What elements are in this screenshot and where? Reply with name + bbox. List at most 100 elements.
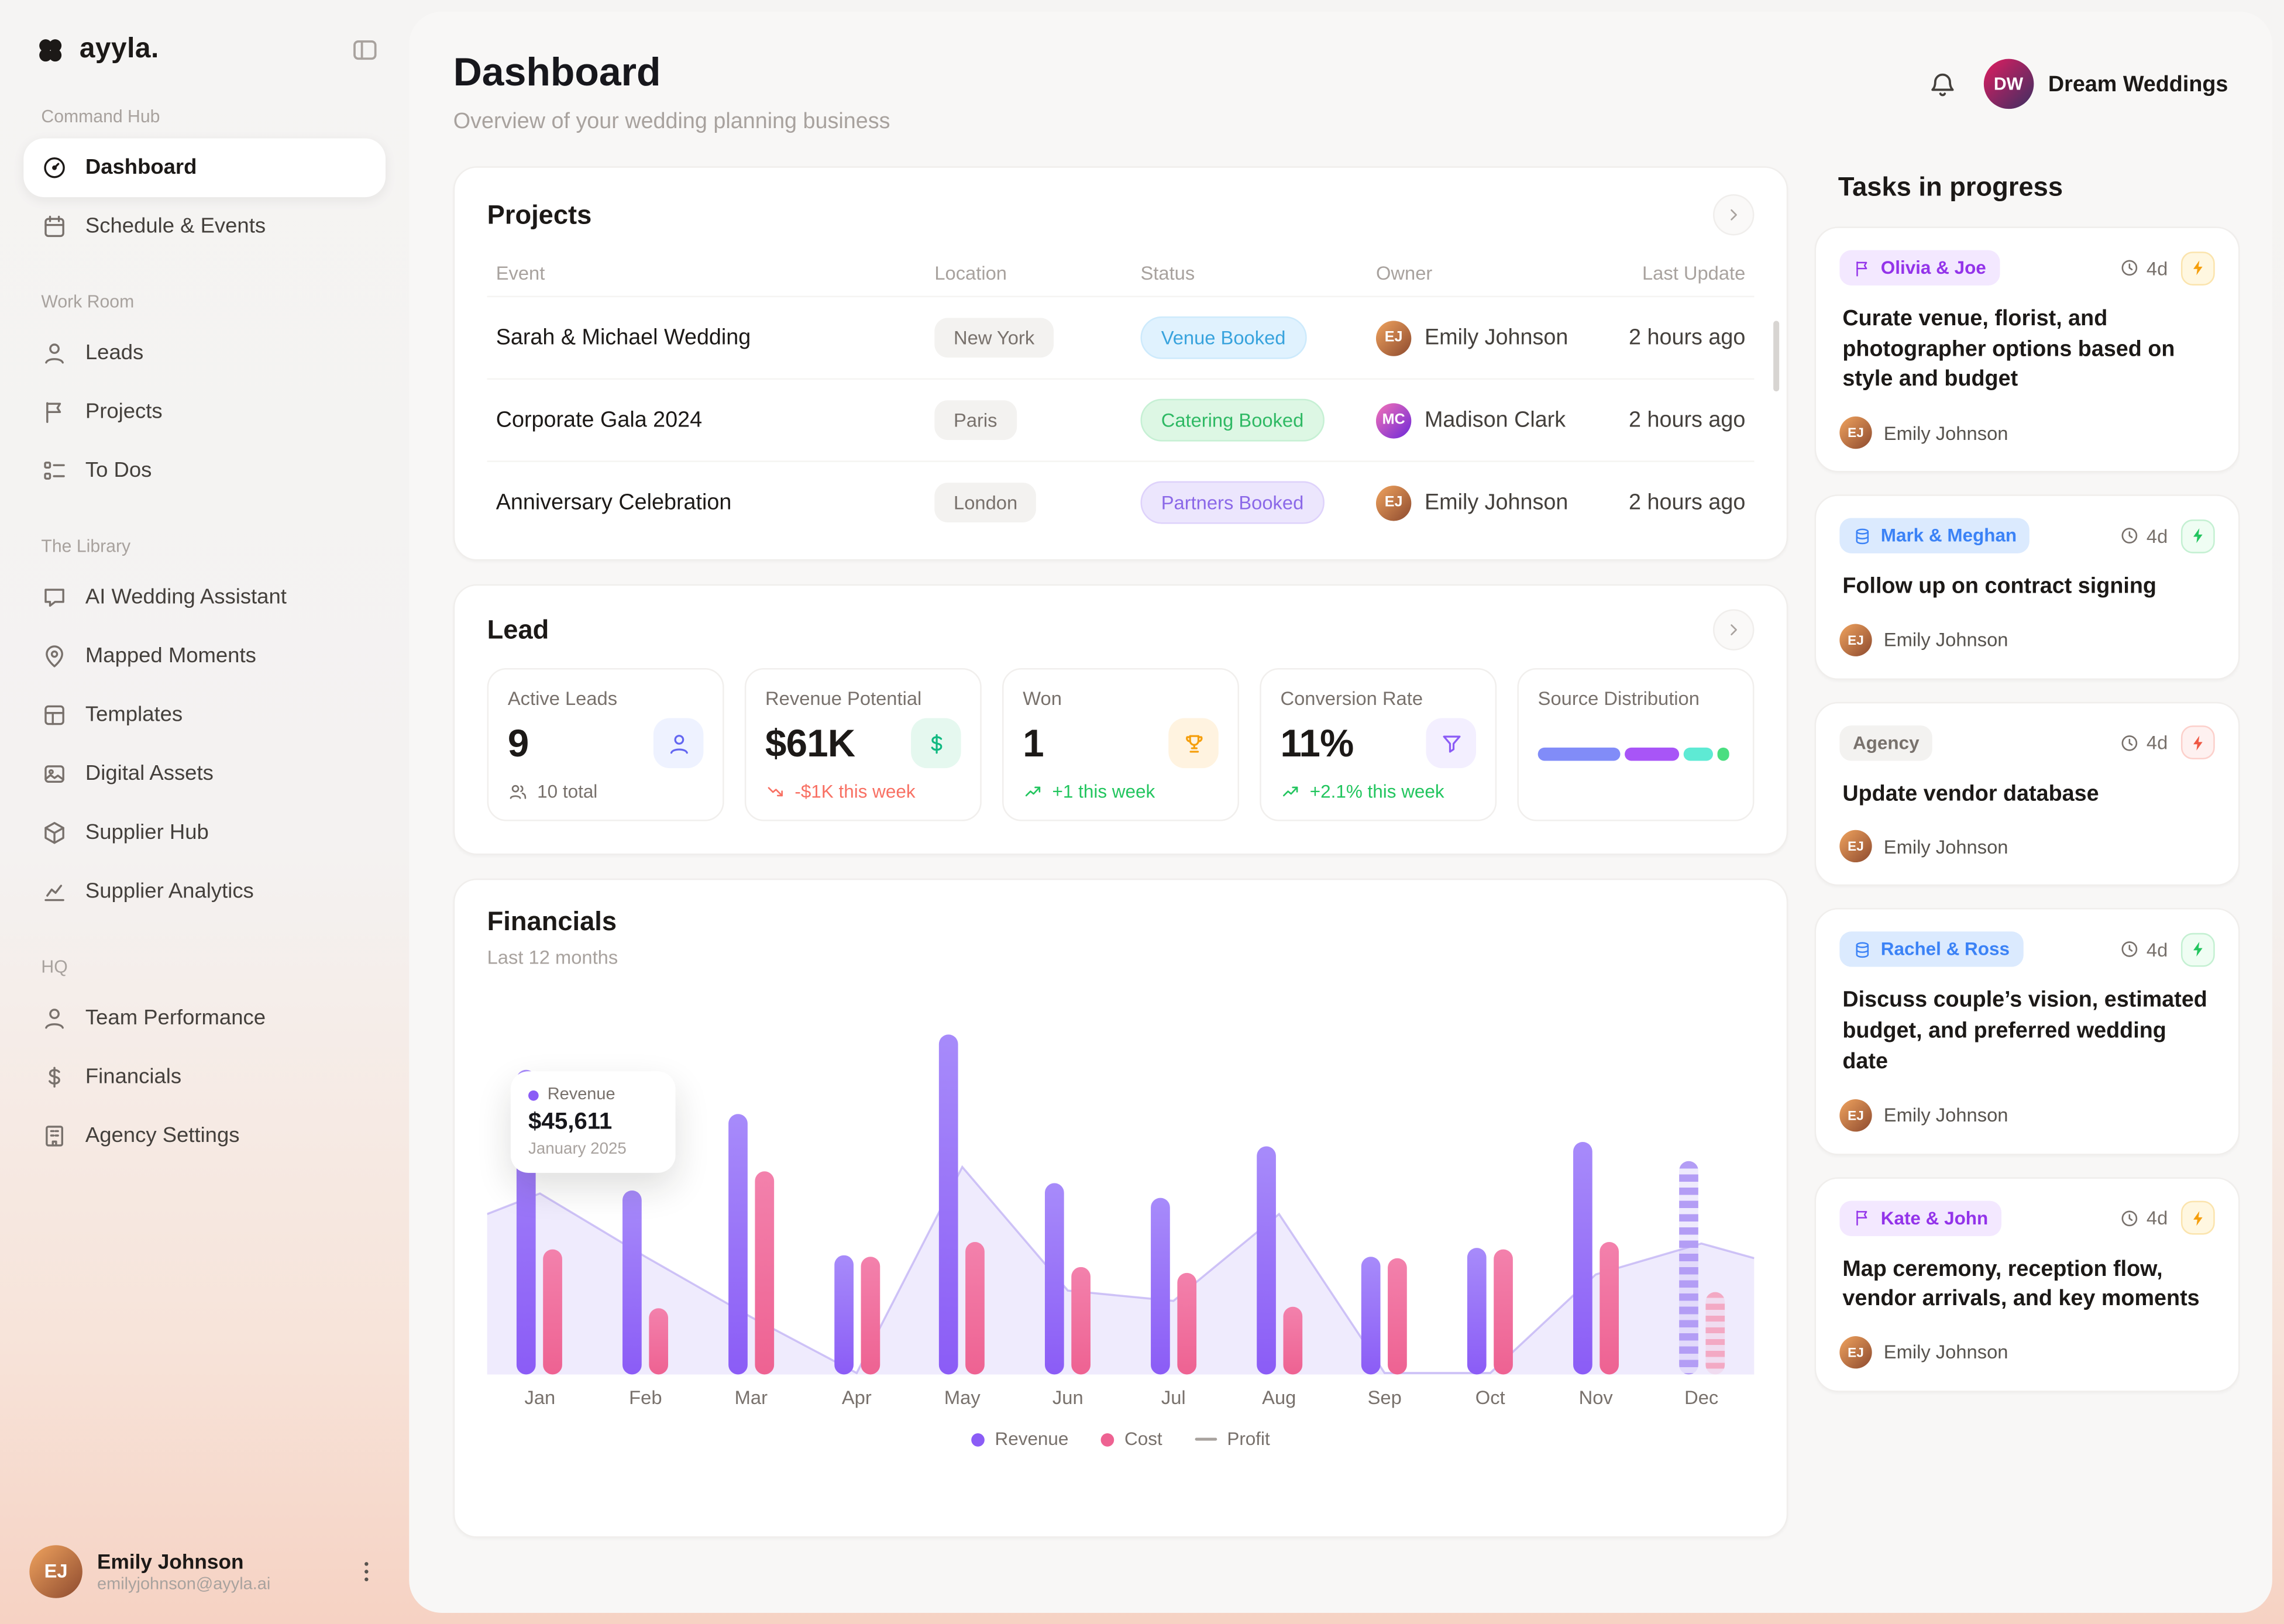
projects-expand-button[interactable] — [1713, 194, 1755, 236]
task-assignee-name: Emily Johnson — [1883, 628, 2008, 651]
stat-tile-revenue-potential: Revenue Potential $61K -$1K this week — [744, 668, 982, 821]
user-icon — [41, 340, 67, 366]
sidebar-item-team-performance[interactable]: Team Performance — [23, 989, 386, 1048]
location-chip: New York — [934, 318, 1054, 358]
sidebar-item-label: Templates — [85, 703, 183, 727]
table-row[interactable]: Sarah & Michael Wedding New York Venue Boo… — [487, 295, 1755, 379]
revenue-bar — [1361, 1257, 1381, 1375]
checklist-icon — [41, 457, 67, 484]
tooltip-period: January 2025 — [528, 1140, 627, 1158]
stat-tile-source-distribution: Source Distribution — [1517, 668, 1755, 821]
month-label: Oct — [1475, 1386, 1505, 1409]
avatar: EJ — [1839, 1098, 1872, 1131]
owner-name: Emily Johnson — [1424, 325, 1568, 350]
bar-group-jan[interactable] — [487, 1007, 593, 1375]
clock-icon — [2118, 1207, 2139, 1228]
revenue-dot-icon — [971, 1432, 985, 1446]
bar-group-jul[interactable] — [1121, 1007, 1226, 1375]
user-menu-icon[interactable] — [353, 1558, 380, 1584]
funnel-icon — [1439, 731, 1464, 756]
stat-label: Active Leads — [507, 687, 618, 710]
bar-group-oct[interactable] — [1437, 1007, 1543, 1375]
bolt-icon — [2189, 941, 2207, 958]
bar-group-sep[interactable] — [1332, 1007, 1437, 1375]
bar-group-nov[interactable] — [1543, 1007, 1648, 1375]
sidebar-item-projects[interactable]: Projects — [23, 383, 386, 442]
bar-group-aug[interactable] — [1226, 1007, 1332, 1375]
task-card[interactable]: Kate & John 4d Map ceremony, reception flo… — [1814, 1176, 2240, 1392]
cost-bar — [1599, 1242, 1619, 1375]
projects-scrollbar[interactable] — [1773, 321, 1780, 392]
avatar: EJ — [1839, 623, 1872, 656]
task-card[interactable]: Mark & Meghan 4d Follow up on contract sig… — [1814, 494, 2240, 680]
financials-subtitle: Last 12 months — [487, 946, 618, 969]
avatar: EJ — [29, 1544, 82, 1598]
task-due: 4d — [2146, 524, 2168, 547]
table-row[interactable]: Corporate Gala 2024 Paris Catering Booked M… — [487, 378, 1755, 460]
month-label: Jan — [524, 1386, 556, 1409]
lead-card: Lead Active Leads 9 10 total Revenue Potent… — [453, 584, 1788, 855]
task-due: 4d — [2146, 256, 2168, 279]
owner-name: Madison Clark — [1424, 407, 1566, 433]
user-name: Emily Johnson — [97, 1549, 244, 1573]
trophy-icon — [1181, 731, 1206, 756]
sidebar-item-agency-settings[interactable]: Agency Settings — [23, 1107, 386, 1166]
layers-icon — [1853, 940, 1872, 959]
brand-name: ayyla. — [79, 33, 159, 65]
sidebar-item-leads[interactable]: Leads — [23, 324, 386, 383]
stat-sub: 10 total — [537, 781, 598, 802]
bar-group-apr[interactable] — [804, 1007, 909, 1375]
cost-bar — [1071, 1267, 1091, 1375]
bolt-icon — [2189, 527, 2207, 545]
legend-label: Cost — [1124, 1429, 1162, 1450]
distribution-segment — [1537, 747, 1621, 761]
layout-icon — [41, 702, 67, 728]
sidebar-item-to-dos[interactable]: To Dos — [23, 442, 386, 501]
main-panel: Dashboard Overview of your wedding plann… — [409, 12, 2272, 1612]
legend-item-profit: Profit — [1195, 1429, 1270, 1450]
task-text: Follow up on contract signing — [1842, 574, 2156, 599]
cost-bar — [1282, 1306, 1302, 1375]
sidebar-item-digital-assets[interactable]: Digital Assets — [23, 745, 386, 804]
owner-name: Emily Johnson — [1424, 490, 1568, 515]
sidebar-item-schedule-events[interactable]: Schedule & Events — [23, 197, 386, 256]
task-card[interactable]: Agency 4d Update vendor database EJ Emily Jo… — [1814, 701, 2240, 887]
bar-group-dec[interactable] — [1649, 1007, 1754, 1375]
legend-item-cost: Cost — [1100, 1429, 1162, 1450]
stat-icon-badge — [1426, 718, 1477, 769]
month-label: Apr — [841, 1386, 872, 1409]
task-assignee-name: Emily Johnson — [1883, 1341, 2008, 1364]
sidebar-item-dashboard[interactable]: Dashboard — [23, 138, 386, 198]
sidebar-item-supplier-hub[interactable]: Supplier Hub — [23, 803, 386, 862]
bar-group-jun[interactable] — [1015, 1007, 1120, 1375]
workspace-switcher[interactable]: DW Dream Weddings — [1983, 59, 2228, 109]
cost-bar — [860, 1257, 880, 1375]
stat-sub: +2.1% this week — [1309, 781, 1444, 802]
table-row[interactable]: Anniversary Celebration London Partners Bo… — [487, 460, 1755, 543]
clock-icon — [2118, 940, 2139, 960]
sidebar-collapse-icon[interactable] — [350, 35, 380, 64]
cost-bar — [649, 1308, 669, 1375]
task-tag-label: Agency — [1852, 732, 1920, 753]
lead-expand-button[interactable] — [1713, 609, 1755, 651]
task-card[interactable]: Rachel & Ross 4d Discuss couple’s vision, … — [1814, 909, 2240, 1155]
map-pin-icon — [41, 643, 67, 669]
task-card[interactable]: Olivia & Joe 4d Curate venue, florist, and… — [1814, 226, 2240, 473]
sidebar-item-supplier-analytics[interactable]: Supplier Analytics — [23, 862, 386, 921]
sidebar-item-mapped-moments[interactable]: Mapped Moments — [23, 627, 386, 686]
bar-group-mar[interactable] — [699, 1007, 804, 1375]
sidebar-item-financials[interactable]: Financials — [23, 1048, 386, 1107]
flag-icon — [1853, 258, 1872, 277]
distribution-segment — [1717, 747, 1729, 761]
sidebar-item-templates[interactable]: Templates — [23, 686, 386, 745]
task-tag-label: Olivia & Joe — [1880, 257, 1986, 278]
sidebar-user: EJ Emily Johnson emilyjohnson@ayyla.ai — [20, 1536, 388, 1606]
sidebar-item-ai-wedding-assistant[interactable]: AI Wedding Assistant — [23, 568, 386, 627]
month-label: May — [944, 1386, 981, 1409]
bar-group-may[interactable] — [910, 1007, 1015, 1375]
task-tag: Rachel & Ross — [1839, 932, 2023, 968]
tooltip-value: $45,611 — [528, 1109, 613, 1135]
bar-group-feb[interactable] — [593, 1007, 698, 1375]
notifications-bell-icon[interactable] — [1928, 69, 1957, 98]
